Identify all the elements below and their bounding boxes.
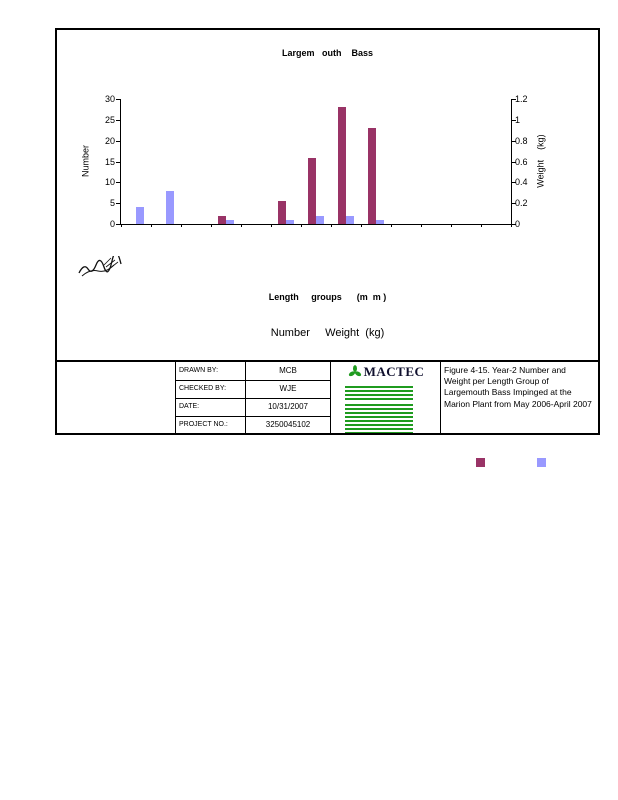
number-bar [376,219,384,224]
legend-swatch-number [537,458,546,467]
titleblock-row-label: CHECKED BY: [179,385,227,392]
title-block-divider [440,362,441,433]
number-bar [286,219,294,224]
right-axis-tick-labels: 1.2 1 0.8 0.6 0.4 0.2 0 [515,94,551,229]
number-bar [316,215,324,224]
right-axis-tick-label: 1.2 [515,94,528,104]
number-bar [226,219,234,224]
titleblock-row-divider [175,380,331,381]
right-axis-tickmark [511,224,516,225]
legend-swatch-weight [476,458,485,467]
right-axis-tickmark [511,182,516,183]
weight-bar [308,158,316,224]
mactec-logo: MACTEC [333,364,439,380]
title-block: MACTEC Figure 4-15. Year-2 Number and We… [57,360,598,433]
mactec-leaf-icon [348,365,361,377]
weight-bar [278,201,286,224]
right-axis-tickmark [511,203,516,204]
weight-bar [218,215,226,224]
chart-title: Largem outh Bass [281,48,374,58]
right-axis-tickmark [511,162,516,163]
x-axis-tickmark [271,224,272,227]
right-axis-tick-label: 0.4 [515,177,528,188]
right-axis-tickmark [511,120,516,121]
left-axis-tickmark [116,99,121,100]
titleblock-row-label: DATE: [179,403,200,410]
x-axis-tickmark [481,224,482,227]
x-axis-tickmark [181,224,182,227]
mactec-logo-text: MACTEC [363,364,425,379]
left-axis-tick-label: 0 [109,219,115,229]
right-axis-title: Weight (kg) [535,134,546,188]
weight-bar [338,107,346,224]
plot-area [116,99,516,227]
number-bar [166,190,174,224]
number-bar [346,215,354,224]
left-axis-tick-labels: 30 25 20 15 10 5 0 [79,94,115,229]
left-axis-tick-label: 20 [104,135,115,146]
titleblock-row-label: DRAWN BY: [179,367,219,374]
left-axis-title: Number [80,145,91,178]
x-axis-tickmark [361,224,362,227]
left-axis-tickmark [116,182,121,183]
right-axis-tickmark [511,99,516,100]
left-axis-tick-label: 10 [104,177,115,188]
x-axis-tickmark [301,224,302,227]
x-axis-title: Length groups (m m ) [268,292,387,302]
left-axis-tick-label: 5 [109,198,115,209]
logo-stripes [345,386,413,400]
left-axis-tickmark [116,120,121,121]
titleblock-row-label: PROJECT NO.: [179,421,228,428]
left-axis-tick-label: 30 [104,94,115,104]
titleblock-row-value: 10/31/2007 [267,402,309,411]
title-block-divider [330,362,331,433]
titleblock-row-divider [175,398,331,399]
left-axis-tickmark [116,162,121,163]
x-axis-tickmark [331,224,332,227]
left-axis-tick-label: 25 [104,114,115,125]
x-axis-tickmark [151,224,152,227]
right-axis-tick-label: 0.6 [515,156,528,167]
x-axis-tickmark [211,224,212,227]
right-axis-tickmark [511,141,516,142]
signature-scribble-icon [78,256,122,277]
titleblock-row-value: MCB [279,366,297,375]
right-axis-tick-label: 0 [515,219,521,229]
right-axis-tick-label: 0.8 [515,135,528,146]
right-axis-tick-label: 0.2 [515,198,528,209]
chart-frame: Largem outh Bass 30 25 20 15 10 5 0 1.2 1 0.8 0.6… [55,28,600,435]
titleblock-row-value: 3250045102 [265,420,311,429]
right-axis-tick-label: 1 [515,114,521,125]
x-axis-tickmark [451,224,452,227]
logo-stripes [345,404,413,433]
titleblock-row-value: WJE [279,384,297,393]
x-axis-tickmark [241,224,242,227]
x-axis-tickmark [511,224,512,227]
number-bar [136,207,144,224]
title-block-divider [245,362,246,433]
x-axis-tickmark [121,224,122,227]
x-axis-tickmark [391,224,392,227]
x-axis-tickmark [421,224,422,227]
left-axis-tickmark [116,224,121,225]
left-axis-tick-label: 15 [104,156,115,167]
weight-bar [368,128,376,224]
left-axis-tickmark [116,141,121,142]
figure-caption: Figure 4-15. Year-2 Number and Weight pe… [444,365,592,409]
titleblock-row-divider [175,416,331,417]
left-axis-tickmark [116,203,121,204]
series-caption: Number Weight (kg) [270,327,385,339]
title-block-divider [175,362,176,433]
